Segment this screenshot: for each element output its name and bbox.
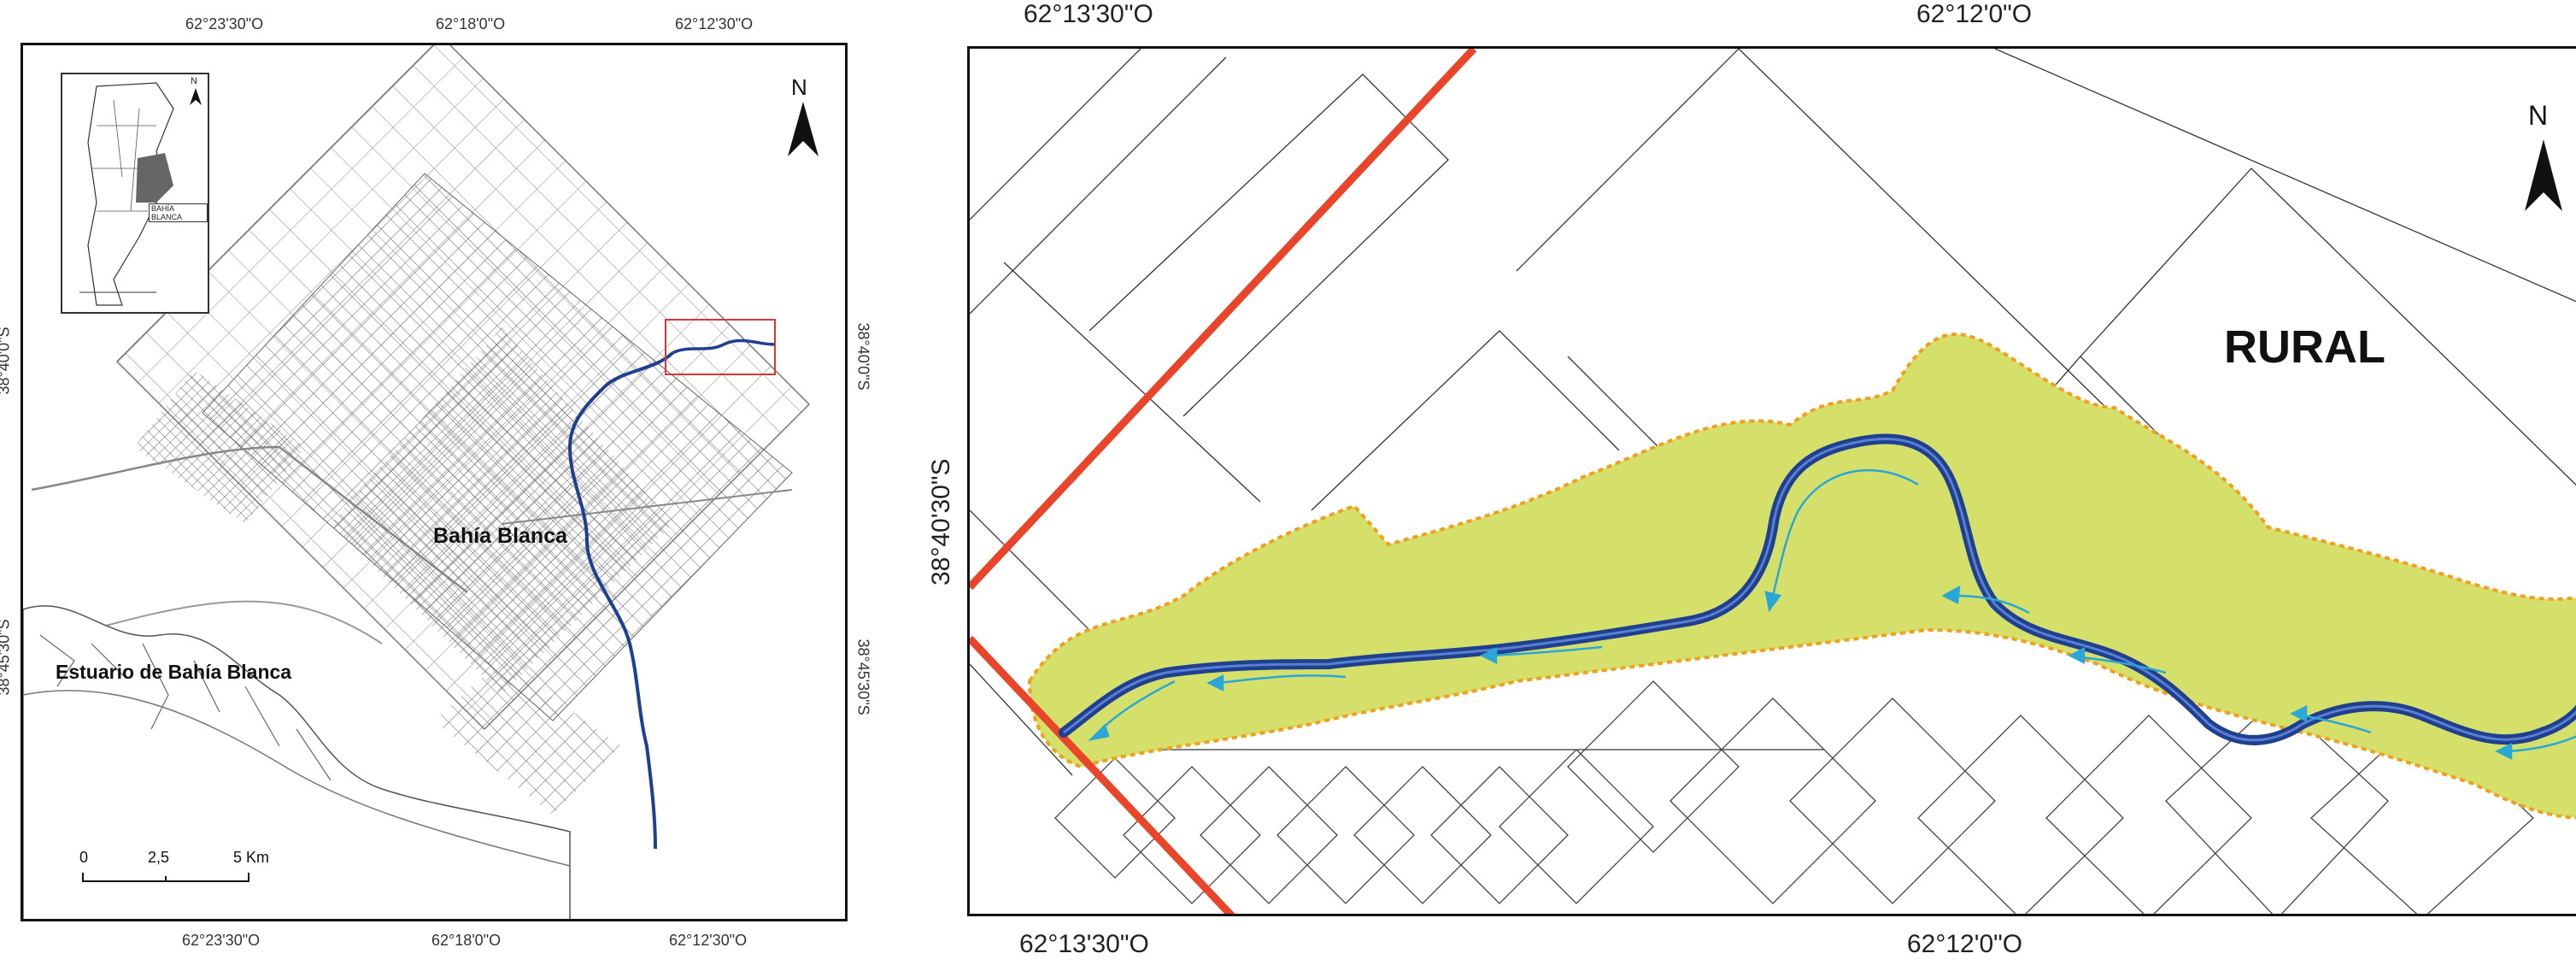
flow-direction-arrow-icon [1088,468,2576,761]
stream-upper [672,338,776,355]
locator-inset: BAHÍA BLANCA N [61,73,209,314]
coast-inner [23,690,571,867]
urban-grid-west [134,370,305,524]
scale-mid: 2,5 [148,849,170,866]
urban-blocks [1054,680,2534,914]
left-bottom-tick-3: 62°12'30"O [669,932,748,949]
detail-map: RURAL N [967,46,2576,916]
province-highlight [136,153,173,203]
right-bottom-tick-2: 62°12'0"O [1907,930,2023,958]
estuary-label: Estuario de Bahía Blanca [56,661,292,683]
stream-highlight [1063,438,2576,742]
urban-grid-core [331,327,672,695]
road-north [970,49,1477,591]
left-side-tick-1: 38°40'0"S [0,327,13,395]
left-bottom-tick-2: 62°18'0"O [431,932,502,949]
city-label: Bahía Blanca [433,524,568,548]
inset-city-label: BAHÍA BLANCA [149,203,208,222]
right-top-tick-2: 62°12'0"O [1916,0,2033,28]
study-area-box [665,319,776,375]
left-top-tick-1: 62°23'30"O [185,15,264,32]
floodplain-area [1027,332,2576,820]
left-bottom-tick-1: 62°23'30"O [182,932,261,949]
main-road-west [31,445,468,593]
left-top-tick-3: 62°12'30"O [675,15,754,32]
inset-north-letter: N [191,76,197,86]
scale-zero: 0 [79,849,89,866]
left-side-tick-2: 38°45'30"S [0,619,13,696]
detail-north-letter: N [2528,100,2549,131]
inset-north-arrow-icon [190,88,202,105]
north-letter: N [791,74,807,100]
right-side-tick: 38°40'30"S [927,458,955,586]
right-bottom-tick-1: 62°13'30"O [1019,930,1149,958]
urban-grid-south [433,661,621,815]
overview-map: BAHÍA BLANCA N N Bahía Blanca Estuario d… [21,43,848,921]
right-side-tick-1: 38°40'0"S [854,322,872,391]
north-arrow-icon [788,102,819,156]
overview-map-canvas [23,45,811,919]
rural-zone-label: RURAL [2224,321,2385,373]
left-top-tick-2: 62°18'0"O [436,15,506,32]
right-side-tick-2: 38°45'30"S [854,639,872,715]
road-south [970,635,1235,914]
scale-end: 5 Km [233,849,270,866]
road-east [501,489,793,525]
estuary-coastline [23,605,571,919]
detail-north-arrow-icon [2525,139,2562,211]
tidal-channels [39,634,332,781]
right-top-tick-1: 62°13'30"O [1024,0,1153,28]
napostá-stream [567,351,674,850]
detail-map-canvas [970,49,2576,914]
